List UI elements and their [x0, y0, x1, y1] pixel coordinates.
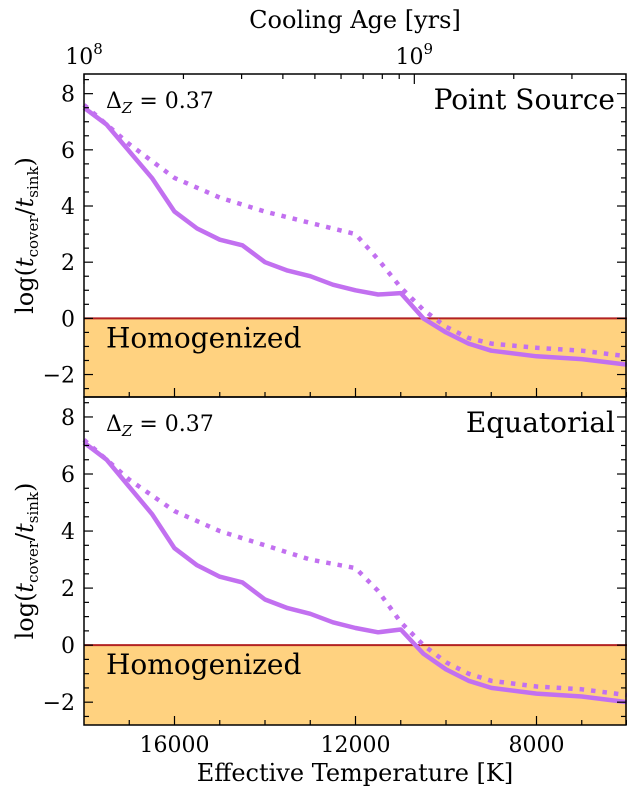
band-label: Homogenized — [106, 648, 301, 681]
delta-annotation: ΔZ = 0.37 — [106, 412, 214, 440]
delta-value: = 0.37 — [132, 412, 213, 437]
y-label-part: ) — [11, 157, 39, 166]
y-label-part: cover — [24, 215, 42, 258]
top-tick-base: 10 — [65, 45, 93, 70]
y-label-part: t — [11, 257, 39, 267]
x-tick-label: 12000 — [321, 733, 391, 758]
delta-symbol: Δ — [106, 89, 122, 114]
y-tick-label: 2 — [61, 577, 75, 602]
y-tick-label: 4 — [61, 520, 75, 545]
y-tick-label: 2 — [61, 251, 75, 276]
series-solid — [82, 440, 627, 705]
y-axis-title: log(tcover/tsink) — [11, 483, 42, 640]
top-axis: 108 109 — [65, 40, 573, 84]
panel-title: Equatorial — [466, 406, 615, 439]
series-dotted — [82, 438, 627, 698]
top-axis-title: Cooling Age [yrs] — [249, 6, 461, 34]
series-dotted — [82, 103, 627, 359]
series-solid — [82, 105, 627, 367]
y-label-part: t — [11, 523, 39, 533]
x-axis-title: Effective Temperature [K] — [197, 759, 513, 787]
y-tick-label: 6 — [61, 139, 75, 164]
y-label-part: log( — [11, 593, 39, 640]
y-label-part: / — [11, 532, 39, 541]
y-tick-label: −2 — [43, 691, 75, 716]
delta-subscript: Z — [121, 99, 133, 117]
panel-point-source: Homogenized−202468log(tcover/tsink)Point… — [11, 73, 627, 398]
top-tick-base: 10 — [396, 45, 424, 70]
delta-symbol: Δ — [106, 412, 122, 437]
y-label-part: t — [11, 583, 39, 593]
top-tick-exponent: 8 — [93, 40, 103, 58]
y-tick-label: 8 — [61, 83, 75, 108]
x-tick-label: 8000 — [509, 733, 565, 758]
x-tick-label: 16000 — [140, 733, 210, 758]
y-tick-label: 0 — [61, 307, 75, 332]
top-tick-label: 109 — [396, 40, 434, 70]
y-label-part: log( — [11, 267, 39, 314]
delta-annotation: ΔZ = 0.37 — [106, 89, 214, 117]
band-label: Homogenized — [106, 321, 301, 354]
y-tick-label: −2 — [43, 364, 75, 389]
y-tick-label: 0 — [61, 634, 75, 659]
y-tick-label: 4 — [61, 195, 75, 220]
y-tick-label: 6 — [61, 463, 75, 488]
y-label-part: / — [11, 206, 39, 215]
y-label-part: sink — [24, 491, 42, 523]
delta-value: = 0.37 — [132, 89, 213, 114]
y-label-part: ) — [11, 483, 39, 492]
delta-subscript: Z — [121, 422, 133, 440]
panel-equatorial: Homogenized−202468log(tcover/tsink)Equat… — [11, 396, 627, 726]
y-tick-label: 8 — [61, 406, 75, 431]
top-tick-exponent: 9 — [424, 40, 434, 58]
top-tick-label: 108 — [65, 40, 103, 70]
y-label-part: sink — [24, 166, 42, 198]
y-label-part: t — [11, 197, 39, 207]
y-axis-title: log(tcover/tsink) — [11, 157, 42, 314]
panel-title: Point Source — [434, 83, 615, 116]
x-axis: 16000 12000 8000 — [140, 733, 565, 758]
y-label-part: cover — [24, 540, 42, 583]
